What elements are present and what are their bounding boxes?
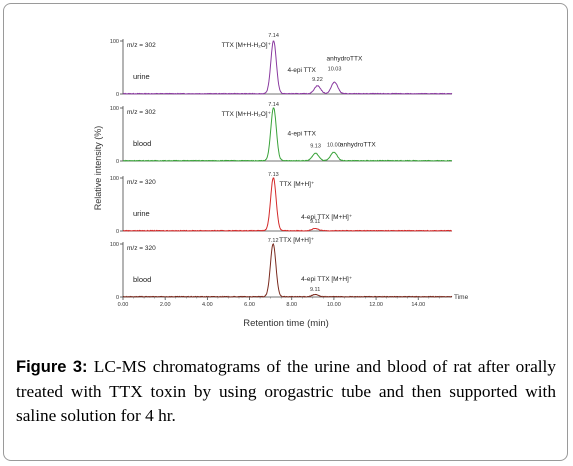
panel-1: 100 0 m/z = 302 urine 7.14 TTX [M+H-H₂O]⁺ 9.22…: [110, 33, 453, 98]
chart-panels: 100 0 m/z = 302 urine 7.14 TTX [M+H-H₂O]⁺ 9.22…: [110, 33, 453, 301]
series-trace: [122, 243, 453, 298]
peak-compound-label: TTX [M+H-H₂O]⁺: [222, 42, 272, 49]
peak-rt-label: 7.13: [268, 172, 279, 178]
peak-compound-label: TTX [M+H]⁺: [279, 237, 315, 244]
figure-caption-text: LC-MS chromatograms of the urine and blo…: [16, 357, 556, 425]
sample-label: blood: [133, 275, 151, 284]
series-trace: [122, 40, 453, 95]
x-tick-label: 12.00: [369, 302, 383, 308]
peak-compound-label: 4-epi TTX [M+H]⁺: [301, 276, 353, 283]
y-tick-label-0: 0: [116, 92, 119, 98]
peak-rt-label: 7.14: [268, 33, 279, 39]
x-tick-label: 10.00: [327, 302, 341, 308]
peak-rt-label: 9.11: [310, 219, 320, 225]
y-tick-label-100: 100: [110, 242, 119, 248]
peak-rt-label: 7.12: [268, 238, 279, 244]
x-tick-label: 0.00: [118, 302, 129, 308]
y-tick-label-100: 100: [110, 176, 119, 182]
peak-compound-label: 4-epi TTX: [287, 67, 316, 74]
series-trace: [122, 107, 453, 162]
x-unit-label: Time: [454, 294, 469, 301]
x-axis: 0.00 2.00 4.00 6.00 8.00 10.00 12.00 14.00 Time: [118, 294, 469, 308]
panel-2: 100 0 m/z = 302 blood 7.14 TTX [M+H-H₂O]⁺ 9.13…: [110, 102, 453, 165]
y-tick-label-100: 100: [110, 39, 119, 45]
peak-compound-label: 4-epi TTX [M+H]⁺: [301, 214, 353, 221]
peak-compound-label: anhydroTTX: [340, 142, 376, 149]
x-tick-label: 8.00: [286, 302, 297, 308]
mz-label: m/z = 320: [127, 179, 156, 186]
y-axis-label: Relative intensity (%): [93, 126, 103, 211]
mz-label: m/z = 320: [127, 245, 156, 252]
x-tick-label: 2.00: [160, 302, 171, 308]
peak-compound-label: TTX [M+H-H₂O]⁺: [222, 111, 272, 118]
x-tick-label: 4.00: [202, 302, 213, 308]
mz-label: m/z = 302: [127, 109, 156, 116]
lcms-chromatogram-chart: 100 0 m/z = 302 urine 7.14 TTX [M+H-H₂O]⁺ 9.22…: [93, 33, 469, 329]
peak-rt-label: 7.14: [268, 102, 279, 108]
peak-rt-label: 10.03: [328, 66, 342, 72]
peak-rt-label: 10.00: [327, 143, 341, 149]
sample-label: blood: [133, 139, 151, 148]
y-tick-label-0: 0: [116, 159, 119, 165]
y-tick-label-0: 0: [116, 229, 119, 235]
y-tick-label-100: 100: [110, 106, 119, 112]
sample-label: urine: [133, 209, 150, 218]
peak-compound-label: 4-epi TTX: [288, 131, 317, 138]
sample-label: urine: [133, 72, 150, 81]
peak-compound-label: anhydroTTX: [327, 55, 363, 62]
y-tick-label-0: 0: [116, 295, 119, 301]
figure-caption: Figure 3: LC-MS chromatograms of the uri…: [16, 355, 556, 429]
peak-compound-label: TTX [M+H]⁺: [279, 181, 315, 188]
series-trace: [122, 177, 453, 232]
x-tick-label: 14.00: [411, 302, 425, 308]
peak-rt-label: 9.22: [312, 77, 323, 83]
x-axis-label: Retention time (min): [243, 318, 329, 329]
x-tick-label: 6.00: [244, 302, 255, 308]
mz-label: m/z = 302: [127, 42, 156, 49]
peak-rt-label: 9.11: [310, 287, 320, 293]
figure-frame: [3, 3, 568, 461]
panel-4: 100 0 m/z = 320 blood 7.12 TTX [M+H]⁺ 9.11 4-ep…: [110, 237, 453, 301]
figure-label: Figure 3:: [16, 358, 88, 376]
peak-rt-label: 9.13: [310, 144, 321, 150]
